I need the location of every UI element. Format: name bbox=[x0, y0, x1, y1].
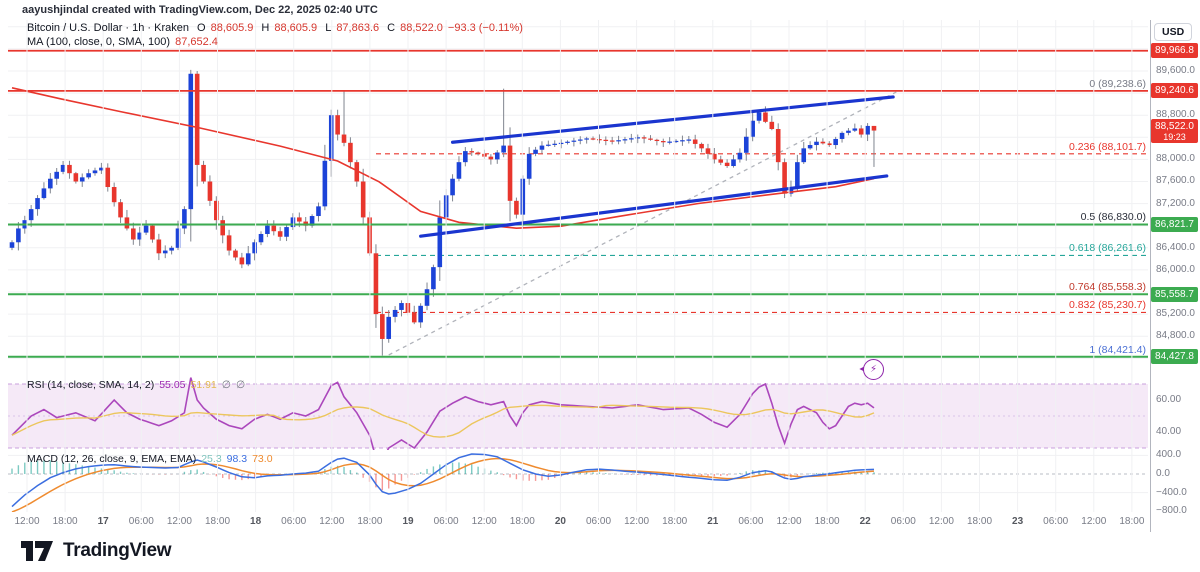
arrow-left-icon: ◄ bbox=[858, 366, 865, 373]
ma-value: 87,652.4 bbox=[175, 36, 218, 48]
time-label: 06:00 bbox=[281, 516, 307, 527]
lightning-icon: ⚡ bbox=[869, 363, 878, 375]
tradingview-footer[interactable]: TradingView bbox=[20, 540, 172, 562]
time-label: 06:00 bbox=[585, 516, 612, 527]
rsi-ma-value: 51.91 bbox=[190, 379, 217, 391]
fib-level-label: 0.764 (85,558.3) bbox=[1068, 281, 1146, 294]
time-label: 06:00 bbox=[128, 516, 154, 527]
rsi-legend: RSI (14, close, SMA, 14, 2) 55.05 51.91 … bbox=[27, 379, 245, 391]
time-label: 06:00 bbox=[1043, 516, 1069, 527]
price-tick-label: 85,200.0 bbox=[1156, 308, 1195, 320]
rsi-tick-label: 60.00 bbox=[1156, 394, 1182, 405]
tradingview-brand-text: TradingView bbox=[63, 540, 172, 561]
change-value: −93.3 (−0.11%) bbox=[447, 22, 523, 34]
macd-line-value: 98.3 bbox=[226, 453, 248, 465]
fib-level-label: 0.618 (86,261.6) bbox=[1068, 242, 1146, 255]
macd-tick-label: −400.0 bbox=[1156, 486, 1187, 498]
rsi-value: 55.05 bbox=[159, 379, 186, 391]
macd-title[interactable]: MACD (12, 26, close, 9, EMA, EMA) bbox=[27, 453, 197, 465]
time-label: 12:00 bbox=[776, 516, 802, 527]
macd-hist-value: 25.3 bbox=[201, 453, 222, 465]
time-day-label: 17 bbox=[97, 516, 109, 527]
rsi-tick-label: 40.00 bbox=[1156, 426, 1182, 437]
time-day-label: 18 bbox=[250, 516, 262, 527]
time-label: 12:00 bbox=[1081, 516, 1107, 527]
rsi-empty-value-1: ∅ bbox=[221, 379, 231, 391]
price-tick-label: 88,000.0 bbox=[1156, 153, 1195, 165]
time-day-label: 19 bbox=[402, 516, 414, 527]
time-label: 12:00 bbox=[928, 516, 954, 527]
symbol-title[interactable]: Bitcoin / U.S. Dollar · 1h · Kraken bbox=[27, 22, 190, 34]
time-label: 18:00 bbox=[1119, 516, 1145, 527]
time-day-label: 22 bbox=[859, 516, 871, 527]
rsi-title[interactable]: RSI (14, close, SMA, 14, 2) bbox=[27, 379, 155, 391]
low-label: L bbox=[325, 22, 332, 34]
ma-legend: MA (100, close, 0, SMA, 100) 87,652.4 bbox=[27, 36, 218, 48]
time-label: 12:00 bbox=[471, 516, 497, 527]
rsi-empty-value-2: ∅ bbox=[235, 379, 246, 391]
time-label: 06:00 bbox=[433, 516, 459, 527]
time-label: 18:00 bbox=[509, 516, 535, 527]
time-label: 06:00 bbox=[738, 516, 764, 527]
close-label: C bbox=[387, 22, 396, 34]
time-label: 12:00 bbox=[624, 516, 650, 527]
attribution-text: aayushjindal created with TradingView.co… bbox=[22, 4, 378, 16]
low-value: 87,863.6 bbox=[336, 22, 380, 34]
fib-level-label: 0 (89,238.6) bbox=[1089, 77, 1146, 90]
time-label: 18:00 bbox=[814, 516, 840, 527]
time-label: 12:00 bbox=[14, 516, 40, 527]
fib-level-label: 1 (84,421.4) bbox=[1089, 344, 1146, 357]
price-tick-label: 84,800.0 bbox=[1156, 330, 1195, 342]
open-value: 88,605.9 bbox=[210, 22, 254, 34]
macd-tick-label: 400.0 bbox=[1156, 449, 1182, 461]
price-tick-label: 87,600.0 bbox=[1156, 175, 1195, 187]
macd-signal-value: 73.0 bbox=[252, 453, 273, 465]
price-tick-label: 89,600.0 bbox=[1156, 65, 1195, 76]
fib-level-label: 0.5 (86,830.0) bbox=[1080, 211, 1146, 224]
price-tick-label: 87,200.0 bbox=[1156, 197, 1195, 209]
price-level-badge: 85,558.7 bbox=[1151, 286, 1198, 302]
currency-toggle-button[interactable]: USD bbox=[1154, 23, 1193, 41]
price-level-badge: 89,240.6 bbox=[1151, 83, 1198, 99]
macd-tick-label: −800.0 bbox=[1156, 505, 1187, 517]
ma-title[interactable]: MA (100, close, 0, SMA, 100) bbox=[27, 36, 171, 48]
current-price-badge: 88,522.0 19:23 bbox=[1151, 118, 1198, 143]
macd-legend: MACD (12, 26, close, 9, EMA, EMA) 25.3 9… bbox=[27, 453, 273, 465]
high-value: 88,605.9 bbox=[274, 22, 318, 34]
time-label: 18:00 bbox=[204, 516, 231, 527]
tradingview-logo-icon bbox=[21, 541, 53, 561]
time-label: 18:00 bbox=[357, 516, 383, 527]
time-day-label: 20 bbox=[554, 516, 566, 527]
time-label: 12:00 bbox=[319, 516, 345, 527]
fib-level-label: 0.236 (88,101.7) bbox=[1068, 140, 1146, 153]
fib-level-label: 0.832 (85,230.7) bbox=[1068, 299, 1146, 312]
macd-tick-label: 0.0 bbox=[1156, 468, 1170, 479]
time-label: 06:00 bbox=[890, 516, 916, 527]
time-day-label: 23 bbox=[1012, 516, 1024, 527]
price-level-badge: 86,821.7 bbox=[1151, 216, 1198, 232]
auto-pattern-icon[interactable]: ⚡ ◄ bbox=[858, 359, 884, 380]
price-level-badge: 84,427.8 bbox=[1151, 349, 1198, 365]
time-label: 18:00 bbox=[52, 516, 78, 527]
price-axis-border bbox=[1150, 20, 1151, 532]
time-day-label: 21 bbox=[707, 516, 719, 527]
time-label: 12:00 bbox=[166, 516, 192, 527]
price-tick-label: 88,800.0 bbox=[1156, 109, 1195, 121]
time-label: 18:00 bbox=[662, 516, 688, 527]
price-tick-label: 86,400.0 bbox=[1156, 241, 1195, 253]
price-tick-label: 86,000.0 bbox=[1156, 263, 1195, 275]
high-label: H bbox=[261, 22, 270, 34]
close-value: 88,522.0 bbox=[400, 22, 443, 34]
time-label: 18:00 bbox=[966, 516, 993, 527]
price-level-badge: 89,966.8 bbox=[1151, 43, 1198, 59]
open-label: O bbox=[197, 22, 206, 34]
symbol-legend: Bitcoin / U.S. Dollar · 1h · Kraken O 88,… bbox=[27, 22, 523, 34]
